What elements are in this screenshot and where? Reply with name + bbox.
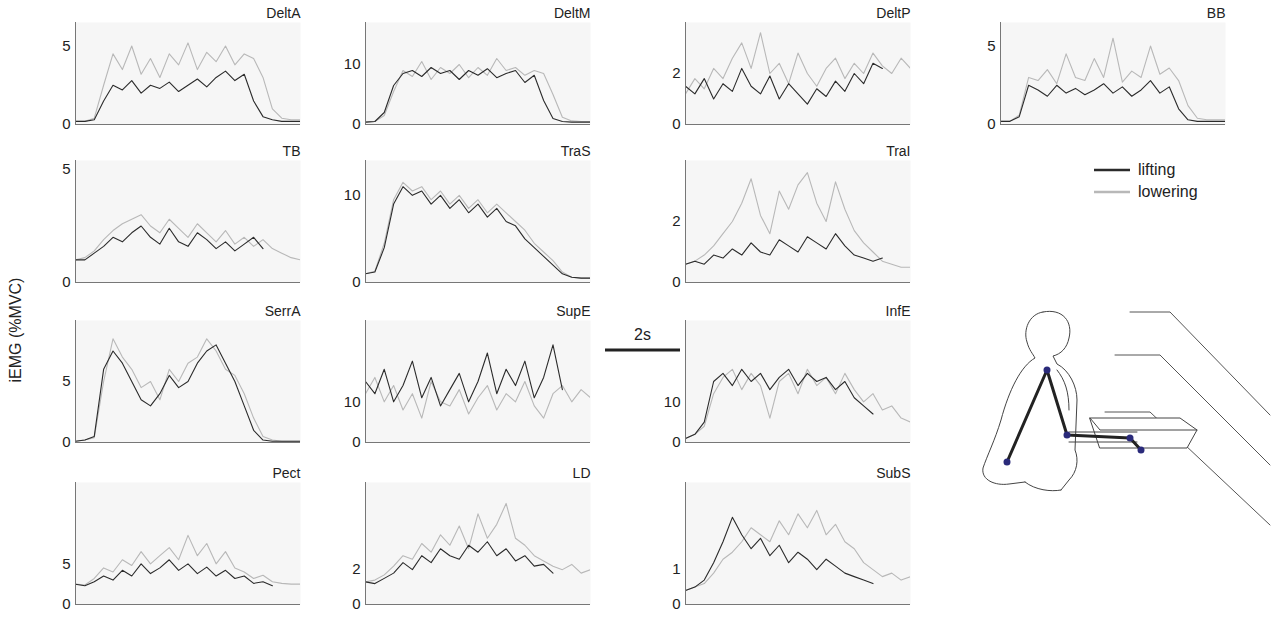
svg-text:InfE: InfE <box>886 303 911 319</box>
svg-text:0: 0 <box>352 433 360 450</box>
svg-text:0: 0 <box>672 273 680 290</box>
svg-text:TraS: TraS <box>561 143 591 159</box>
svg-text:0: 0 <box>62 595 70 612</box>
svg-text:0: 0 <box>352 273 360 290</box>
svg-text:2: 2 <box>352 560 360 577</box>
svg-text:SerrA: SerrA <box>265 303 301 319</box>
svg-text:5: 5 <box>62 37 70 54</box>
html-text:iEMG (%MVC): iEMG (%MVC) <box>7 277 24 383</box>
svg-text:0: 0 <box>987 115 995 132</box>
svg-text:10: 10 <box>664 393 681 410</box>
svg-text:0: 0 <box>672 115 680 132</box>
svg-text:BB: BB <box>1207 5 1226 21</box>
svg-text:lifting: lifting <box>1138 161 1175 178</box>
svg-text:0: 0 <box>352 595 360 612</box>
svg-text:0: 0 <box>62 273 70 290</box>
svg-text:10: 10 <box>344 393 361 410</box>
svg-text:SupE: SupE <box>556 303 590 319</box>
svg-text:DeltA: DeltA <box>266 5 301 21</box>
svg-text:TB: TB <box>283 143 301 159</box>
svg-text:1: 1 <box>672 560 680 577</box>
svg-text:5: 5 <box>62 372 70 389</box>
svg-text:lowering: lowering <box>1138 183 1198 200</box>
svg-text:LD: LD <box>573 465 591 481</box>
svg-text:0: 0 <box>62 115 70 132</box>
svg-text:5: 5 <box>987 37 995 54</box>
svg-text:0: 0 <box>672 595 680 612</box>
svg-text:2s: 2s <box>634 326 651 343</box>
svg-text:0: 0 <box>352 115 360 132</box>
svg-text:DeltP: DeltP <box>876 5 910 21</box>
svg-text:10: 10 <box>344 186 361 203</box>
svg-text:5: 5 <box>62 160 70 177</box>
svg-text:TraI: TraI <box>886 143 910 159</box>
svg-text:0: 0 <box>672 433 680 450</box>
svg-text:DeltM: DeltM <box>554 5 591 21</box>
svg-text:SubS: SubS <box>876 465 910 481</box>
svg-text:2: 2 <box>672 212 680 229</box>
svg-text:Pect: Pect <box>272 465 300 481</box>
svg-text:10: 10 <box>344 55 361 72</box>
svg-text:2: 2 <box>672 64 680 81</box>
svg-text:0: 0 <box>62 433 70 450</box>
svg-text:5: 5 <box>62 555 70 572</box>
